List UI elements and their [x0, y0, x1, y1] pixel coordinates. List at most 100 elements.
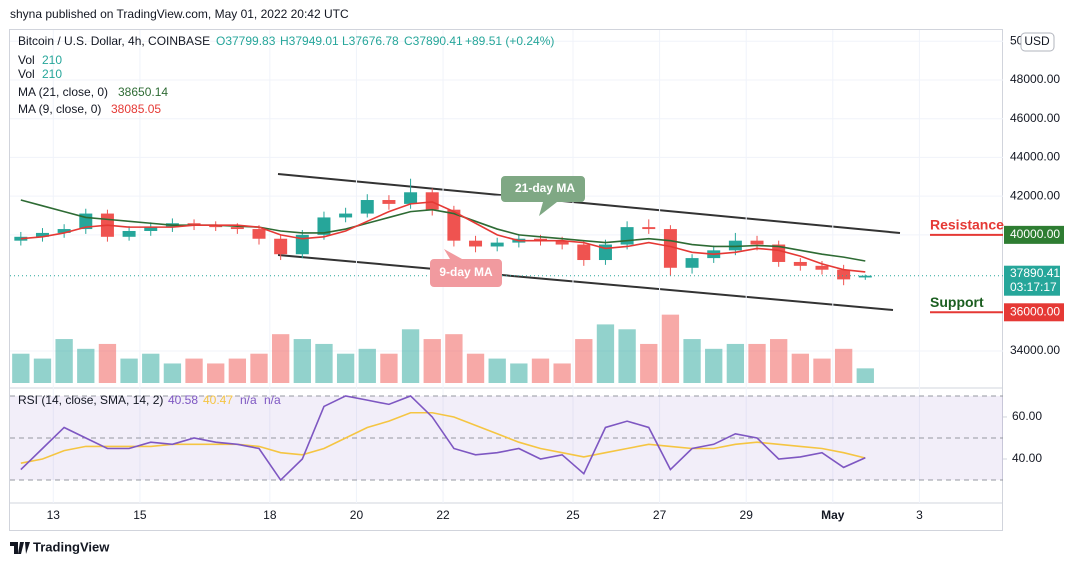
volume-bar: [466, 353, 485, 383]
level-name: Support: [930, 294, 984, 310]
volume-bar: [813, 358, 831, 383]
volume-bar: [33, 358, 52, 383]
ma-line: [20, 201, 866, 273]
volume-bar: [531, 358, 550, 383]
candle-body: [728, 240, 742, 251]
volume-bar: [271, 334, 290, 383]
last-price-label: 37890.41: [1010, 266, 1060, 280]
plot-frame: [9, 29, 1003, 531]
brand: TradingView: [33, 539, 110, 554]
y-tick-label: 44000.00: [1010, 150, 1060, 164]
candle-body: [533, 238, 547, 241]
symbol: Bitcoin / U.S. Dollar, 4h, COINBASE: [18, 34, 210, 48]
x-tick-label: 29: [740, 508, 754, 522]
candle-body: [274, 238, 288, 255]
volume-bar: [705, 348, 723, 383]
level-name: Resistance: [930, 217, 1004, 233]
volume-bar: [791, 353, 809, 383]
volume-bar: [683, 339, 701, 383]
volume-bar: [770, 339, 788, 383]
level-label: 40000.00: [1010, 227, 1060, 241]
candle-body: [187, 223, 201, 226]
legend-value: 38085.05: [111, 102, 161, 116]
volume-bar: [163, 363, 182, 383]
volume-bar: [510, 363, 528, 383]
volume-bar: [423, 339, 441, 383]
volume-bar: [77, 348, 95, 383]
legend-value: C37890.41: [404, 34, 463, 48]
candle-body: [317, 217, 331, 235]
candle-body: [815, 265, 829, 270]
candle-body: [14, 236, 28, 241]
volume-bar: [358, 348, 376, 383]
legend-value: n/a: [240, 393, 257, 407]
level-label: 36000.00: [1010, 304, 1060, 318]
channel-lower: [277, 254, 894, 311]
rsi-sma-line: [20, 411, 866, 464]
legend-value: 38650.14: [118, 85, 168, 99]
countdown: 03:17:17: [1010, 280, 1057, 294]
volume-bar: [120, 358, 138, 383]
x-tick-label: 20: [350, 508, 364, 522]
volume-bar: [618, 329, 636, 383]
legend-value: +89.51 (+0.24%): [465, 34, 554, 48]
rsi-tick-label: 40.00: [1012, 451, 1042, 465]
legend-value: H37949.01: [280, 34, 339, 48]
x-tick-label: 13: [47, 508, 61, 522]
x-tick-label: 3: [916, 508, 923, 522]
candle-body: [447, 209, 461, 241]
currency-button[interactable]: [1020, 32, 1055, 52]
candle-body: [425, 192, 439, 210]
candle-body: [750, 240, 764, 245]
volume-bar: [661, 314, 680, 383]
legend-value: O37799.83: [216, 34, 276, 48]
y-tick-label: 34000.00: [1010, 343, 1060, 357]
vol-label: Vol: [18, 67, 35, 81]
volume-bar: [445, 334, 463, 383]
candle-body: [490, 242, 504, 247]
annotation-bubble: [430, 249, 502, 287]
volume-bar: [142, 353, 160, 383]
annotation-text: 9-day MA: [439, 265, 493, 279]
rsi-line: [20, 395, 866, 482]
legend-value: L37676.78: [342, 34, 399, 48]
candle-body: [620, 227, 634, 245]
volume-bar: [98, 343, 117, 383]
volume-bar: [12, 353, 30, 383]
last-price-box: [1004, 265, 1060, 296]
x-tick-label: 27: [653, 508, 667, 522]
candle-body: [837, 269, 851, 280]
channel-upper: [277, 173, 901, 234]
y-tick-label: 50: [1010, 33, 1024, 47]
volume-bar: [748, 343, 766, 383]
volume-bar: [856, 368, 874, 383]
candle-body: [555, 240, 569, 245]
candle-body: [793, 261, 807, 266]
currency[interactable]: USD: [1024, 34, 1050, 48]
vol-label: Vol: [18, 53, 35, 67]
candle-body: [230, 227, 244, 230]
volume-bar: [185, 358, 203, 383]
candle-body: [685, 258, 699, 268]
volume-bar: [315, 343, 333, 383]
logo: [10, 542, 30, 554]
rsi-tick-label: 60.00: [1012, 409, 1042, 423]
volume-bar: [207, 363, 225, 383]
candle-body: [382, 200, 396, 204]
y-tick-label: 42000.00: [1010, 188, 1060, 202]
x-tick-label: 25: [566, 508, 580, 522]
volume-bar: [250, 353, 268, 383]
ma-label: MA (9, close, 0): [18, 102, 101, 116]
volume-bar: [834, 348, 853, 383]
legend-value: 40.47: [203, 393, 233, 407]
x-tick-label: 22: [436, 508, 450, 522]
volume-bar: [575, 339, 593, 383]
candle-body: [144, 227, 158, 231]
ma-line: [20, 199, 866, 262]
candle-body: [858, 275, 872, 278]
candle-body: [209, 225, 223, 228]
candle-body: [772, 244, 786, 262]
candle-body: [404, 192, 418, 204]
